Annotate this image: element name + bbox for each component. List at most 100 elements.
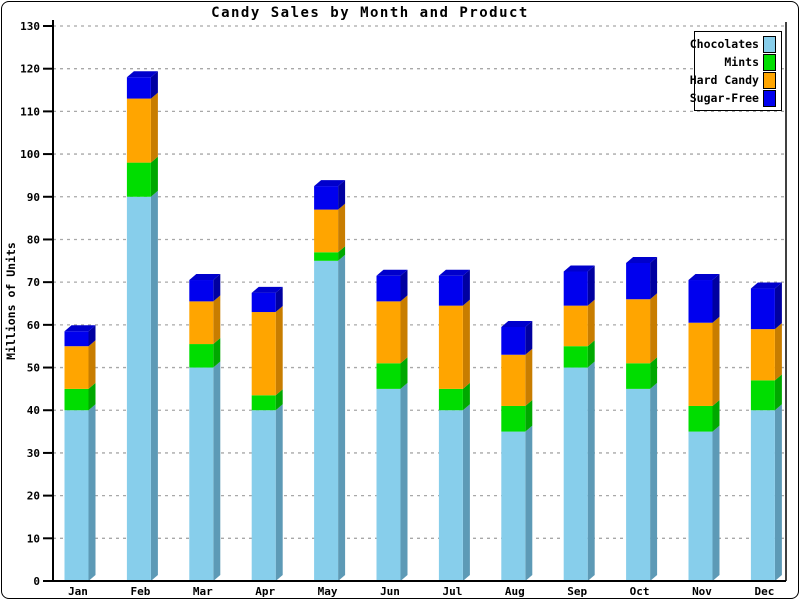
bar-segment [314,209,339,253]
y-tick-label: 50 [27,362,40,375]
legend-item: Mints [699,53,776,71]
bar-segment [501,405,526,432]
bar-segment-side [525,425,533,581]
legend-label: Mints [724,55,759,69]
bar-segment [314,186,339,210]
legend-swatch [763,89,776,107]
y-tick-label: 100 [20,148,40,161]
bar-segment-side [587,299,595,347]
bar-segment [189,301,214,345]
bar-top-face [64,325,96,332]
bar-segment [251,395,276,411]
bar-segment-side [462,269,470,306]
x-tick-label: Apr [255,585,275,598]
bar-segment [126,77,151,99]
bar-segment [626,299,651,364]
bar-segment-side [400,382,408,581]
y-tick-label: 30 [27,447,40,460]
bar-segment [563,271,588,306]
legend-swatch [763,71,776,89]
bar-segment [251,410,276,581]
bar-segment-side [774,282,782,330]
bar-segment-side [400,269,408,302]
bar-segment-side [774,374,782,411]
legend-label: Hard Candy [689,73,759,87]
bar-segment-side [712,425,720,581]
bar-segment [563,367,588,581]
bar-segment-side [150,156,158,197]
bar-segment [626,388,651,581]
bar-segment-side [525,320,533,355]
bar-segment [126,162,151,197]
bar-top-face [750,282,782,289]
bar-segment [750,410,775,581]
bar-segment-side [462,382,470,411]
bar-segment [376,275,401,302]
bar-segment [251,312,276,396]
bar-segment-side [213,274,221,302]
bar-segment-side [275,389,283,411]
bar-segment [376,363,401,389]
y-tick-label: 130 [20,20,40,33]
x-tick-label: Oct [630,585,650,598]
bar-segment [563,346,588,368]
bar-segment-side [462,404,470,581]
bar-segment [438,388,463,411]
bar-segment [64,410,89,581]
bar-segment [438,275,463,306]
x-tick-label: May [318,585,338,598]
bar-segment-side [400,357,408,389]
bar-segment-side [338,203,346,253]
bar-top-face [438,269,470,276]
bar-top-face [688,274,720,281]
bar-segment [64,346,89,389]
bar-segment-side [712,274,720,323]
x-tick-label: Feb [130,585,150,598]
x-tick-label: Aug [505,585,525,598]
bar-segment [251,292,276,313]
bar-segment-side [275,404,283,581]
x-tick-label: Dec [754,585,774,598]
bar-top-face [189,274,221,281]
bar-segment-side [275,306,283,396]
bar-top-face [563,265,595,272]
bar-segment-side [525,399,533,432]
x-tick-label: Jun [380,585,400,598]
bar-segment-side [650,256,658,300]
bar-segment [189,367,214,581]
legend-item: Hard Candy [690,71,776,89]
bar-segment [688,405,713,432]
bar-segment [189,280,214,302]
bar-top-face [626,256,658,263]
bar-top-face [501,320,533,327]
bar-top-face [251,286,283,293]
legend-box: Chocolates Mints Hard Candy Sugar-Free [690,31,782,111]
bar-segment-side [525,348,533,406]
legend-swatch [763,35,776,53]
bar-segment [626,363,651,389]
bar-segment [438,305,463,389]
y-tick-label: 80 [27,233,40,246]
bar-segment [438,410,463,581]
x-tick-label: Sep [567,585,587,598]
bar-segment-side [213,338,221,368]
bar-segment [314,260,339,581]
bar-segment-side [88,404,96,581]
y-tick-label: 70 [27,276,40,289]
bar-segment [688,431,713,581]
bar-segment [626,262,651,300]
bar-segment [688,280,713,323]
bar-segment-side [338,180,346,210]
bar-segment-side [338,254,346,581]
y-tick-label: 10 [27,532,40,545]
bar-segment-side [712,316,720,406]
y-tick-label: 0 [33,575,40,588]
legend-label: Sugar-Free [689,91,759,105]
y-tick-label: 60 [27,319,40,332]
x-tick-label: Nov [692,585,712,598]
bar-segment [314,252,339,261]
y-tick-label: 20 [27,490,40,503]
legend-swatch [763,53,776,71]
bar-segment-side [275,286,283,313]
